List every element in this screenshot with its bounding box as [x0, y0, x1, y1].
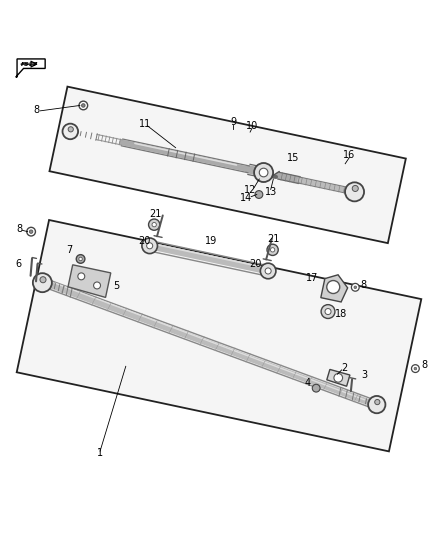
Text: 11: 11	[139, 119, 152, 129]
Circle shape	[351, 284, 359, 291]
Circle shape	[76, 255, 85, 263]
Text: 7: 7	[67, 245, 73, 255]
Circle shape	[270, 248, 275, 252]
Circle shape	[79, 257, 82, 261]
Circle shape	[81, 104, 85, 107]
Text: 10: 10	[246, 120, 258, 131]
Circle shape	[354, 286, 357, 288]
Circle shape	[368, 396, 385, 413]
Text: 8: 8	[422, 360, 428, 370]
Circle shape	[321, 305, 335, 319]
Circle shape	[147, 243, 153, 249]
Circle shape	[63, 124, 78, 139]
Text: 8: 8	[361, 280, 367, 290]
Circle shape	[375, 399, 380, 405]
Text: 5: 5	[113, 281, 119, 291]
Text: 20: 20	[138, 236, 150, 246]
Circle shape	[29, 230, 33, 233]
Text: F517: F517	[21, 62, 39, 67]
Circle shape	[254, 163, 273, 182]
Text: 9: 9	[230, 117, 236, 127]
Circle shape	[152, 222, 156, 227]
Text: 20: 20	[249, 259, 261, 269]
Circle shape	[79, 101, 88, 110]
Circle shape	[40, 277, 46, 282]
Text: 21: 21	[149, 209, 161, 219]
Text: 1: 1	[97, 448, 103, 458]
Text: 15: 15	[287, 153, 300, 163]
Circle shape	[255, 191, 263, 198]
Text: 2: 2	[341, 363, 347, 373]
Polygon shape	[49, 86, 406, 243]
Circle shape	[68, 127, 73, 132]
Polygon shape	[16, 59, 45, 77]
Text: 16: 16	[343, 150, 356, 160]
Text: 19: 19	[205, 236, 218, 246]
Circle shape	[327, 280, 340, 294]
Text: 8: 8	[16, 224, 22, 235]
Polygon shape	[327, 369, 350, 386]
Text: 3: 3	[361, 370, 367, 380]
Circle shape	[265, 268, 271, 274]
Circle shape	[78, 273, 85, 280]
Circle shape	[260, 263, 276, 279]
Text: 13: 13	[265, 187, 277, 197]
Circle shape	[267, 244, 278, 255]
Text: 12: 12	[244, 185, 257, 195]
Circle shape	[345, 182, 364, 201]
Circle shape	[325, 309, 331, 314]
Polygon shape	[321, 275, 348, 302]
Circle shape	[312, 384, 320, 392]
Circle shape	[33, 273, 52, 292]
Polygon shape	[68, 265, 111, 297]
Circle shape	[94, 282, 100, 289]
Text: 21: 21	[267, 234, 280, 244]
Text: 17: 17	[306, 273, 319, 284]
Circle shape	[27, 228, 35, 236]
Polygon shape	[17, 220, 421, 451]
Circle shape	[414, 367, 417, 370]
Text: 18: 18	[335, 309, 347, 319]
Text: 8: 8	[33, 105, 39, 115]
Circle shape	[334, 374, 343, 382]
Circle shape	[352, 185, 358, 191]
Text: 14: 14	[240, 193, 252, 203]
Text: 6: 6	[15, 260, 21, 269]
Circle shape	[148, 219, 160, 230]
Text: 4: 4	[304, 378, 311, 388]
Circle shape	[142, 238, 158, 254]
Circle shape	[259, 168, 268, 177]
Circle shape	[411, 365, 419, 373]
